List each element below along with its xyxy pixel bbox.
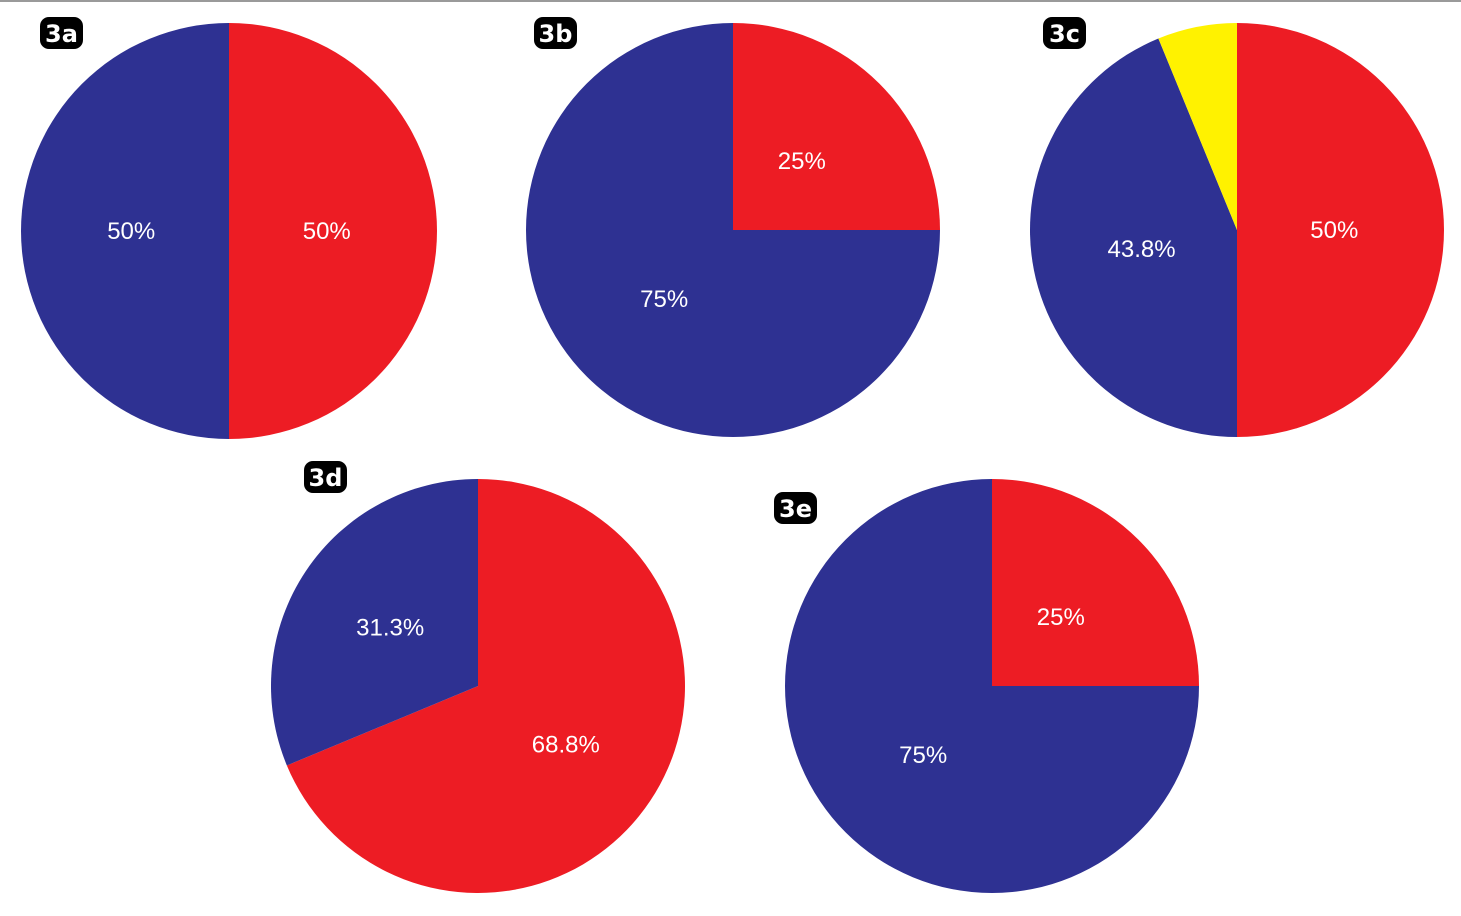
pie-panel-3c: 50% 43.8% 3c	[1030, 17, 1444, 437]
pie-slice-3c-1	[1237, 23, 1444, 437]
top-divider	[0, 0, 1461, 2]
slice-label-3b-2: 75%	[640, 286, 688, 313]
panel-badge-bg	[534, 17, 577, 49]
pie-slice-3c-3	[1158, 23, 1237, 230]
panel-badge-3b: 3b	[534, 17, 577, 49]
slice-label-3e-1: 25%	[1037, 604, 1085, 631]
panel-badge-label: 3d	[309, 464, 343, 492]
pie-slice-3b-2	[526, 23, 940, 437]
pie-slice-3c-2	[1030, 38, 1237, 437]
panel-badge-label: 3e	[779, 495, 812, 523]
panel-badge-label: 3c	[1049, 20, 1080, 48]
pie-panel-3a: 50% 50% 3a	[21, 17, 437, 439]
panel-badge-bg	[40, 17, 83, 49]
pie-panel-3e: 25% 75% 3e	[774, 479, 1199, 893]
pie-slice-3e-1	[992, 479, 1199, 686]
panel-badge-3d: 3d	[304, 461, 347, 493]
pie-panel-3d: 68.8% 31.3% 3d	[271, 461, 685, 893]
slice-label-3b-1: 25%	[778, 148, 826, 175]
pie-slice-3b-1	[733, 23, 940, 230]
slice-label-3c-2: 43.8%	[1108, 236, 1176, 263]
slice-label-3c-1: 50%	[1310, 217, 1358, 244]
panel-badge-bg	[1043, 17, 1086, 49]
panel-badge-bg	[304, 461, 347, 493]
slice-label-3a-1: 50%	[303, 218, 351, 245]
panel-badge-3c: 3c	[1043, 17, 1086, 49]
panel-badge-label: 3a	[45, 20, 78, 48]
pie-slice-3d-1	[286, 479, 685, 893]
pie-panel-3b: 25% 75% 3b	[526, 17, 940, 437]
panel-badge-bg	[774, 492, 817, 524]
pie-slice-3a-2	[21, 23, 229, 439]
panel-badge-3a: 3a	[40, 17, 83, 49]
pie-slice-3e-2	[785, 479, 1199, 893]
slice-label-3d-2: 31.3%	[356, 614, 424, 641]
pie-slice-3d-2	[271, 479, 478, 766]
slice-label-3e-2: 75%	[899, 742, 947, 769]
panel-badge-3e: 3e	[774, 492, 817, 524]
panel-badge-label: 3b	[539, 20, 573, 48]
slice-label-3a-2: 50%	[107, 218, 155, 245]
pie-slice-3a-1	[229, 23, 437, 439]
slice-label-3d-1: 68.8%	[532, 732, 600, 759]
